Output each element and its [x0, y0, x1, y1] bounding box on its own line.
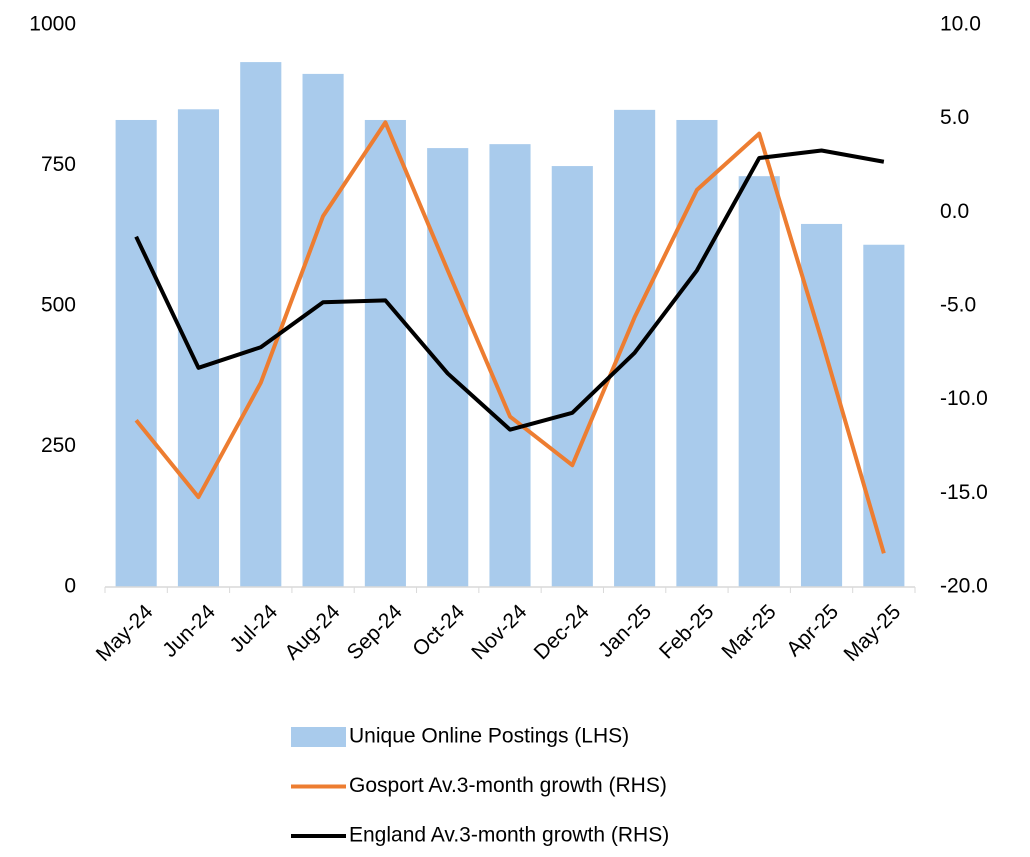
y-tick-label: 500: [41, 294, 76, 317]
y2-tick-label: -20.0: [940, 575, 988, 598]
bar: [364, 119, 406, 587]
legend-label: England Av.3-month growth (RHS): [349, 824, 669, 847]
x-tick-label: Dec-24: [530, 600, 594, 664]
x-tick-label: Jan-25: [594, 600, 656, 662]
y2-tick-label: -5.0: [940, 294, 976, 317]
bar: [427, 148, 469, 587]
bar: [738, 176, 780, 588]
bar: [177, 109, 220, 588]
bar: [302, 73, 344, 588]
line: [134, 148, 885, 432]
y-tick-label: 0: [64, 575, 76, 598]
legend-swatch: [291, 727, 346, 747]
y2-tick-label: 0.0: [940, 200, 969, 223]
y-tick-label: 750: [41, 153, 76, 176]
line: [134, 120, 886, 554]
legend-label: Gosport Av.3-month growth (RHS): [349, 774, 667, 797]
x-tick-label: Aug-24: [280, 600, 344, 664]
bar: [115, 119, 157, 587]
x-tick-label: Sep-24: [343, 600, 407, 664]
bar: [676, 119, 718, 587]
y-tick-label: 1000: [29, 13, 76, 36]
y2-tick-label: -15.0: [940, 481, 988, 504]
legend-label: Unique Online Postings (LHS): [349, 725, 629, 748]
y2-tick-label: 10.0: [940, 13, 981, 36]
x-tick-label: Feb-25: [655, 600, 718, 663]
x-tick-label: May-25: [840, 600, 906, 666]
x-tick-label: Oct-24: [408, 600, 469, 661]
x-tick-label: May-24: [92, 600, 158, 666]
x-tick-label: Jul-24: [226, 600, 283, 657]
bar: [240, 62, 282, 588]
bar: [863, 244, 905, 587]
x-tick-label: Jun-24: [158, 600, 220, 662]
x-tick-label: Mar-25: [717, 600, 780, 663]
y2-tick-label: 5.0: [940, 106, 969, 129]
x-tick-label: Nov-24: [467, 600, 531, 664]
bar: [551, 166, 593, 587]
bar: [800, 223, 843, 587]
y2-tick-label: -10.0: [940, 387, 988, 410]
bar: [489, 144, 531, 588]
y-tick-label: 250: [41, 434, 76, 457]
x-tick-label: Apr-25: [782, 600, 843, 661]
